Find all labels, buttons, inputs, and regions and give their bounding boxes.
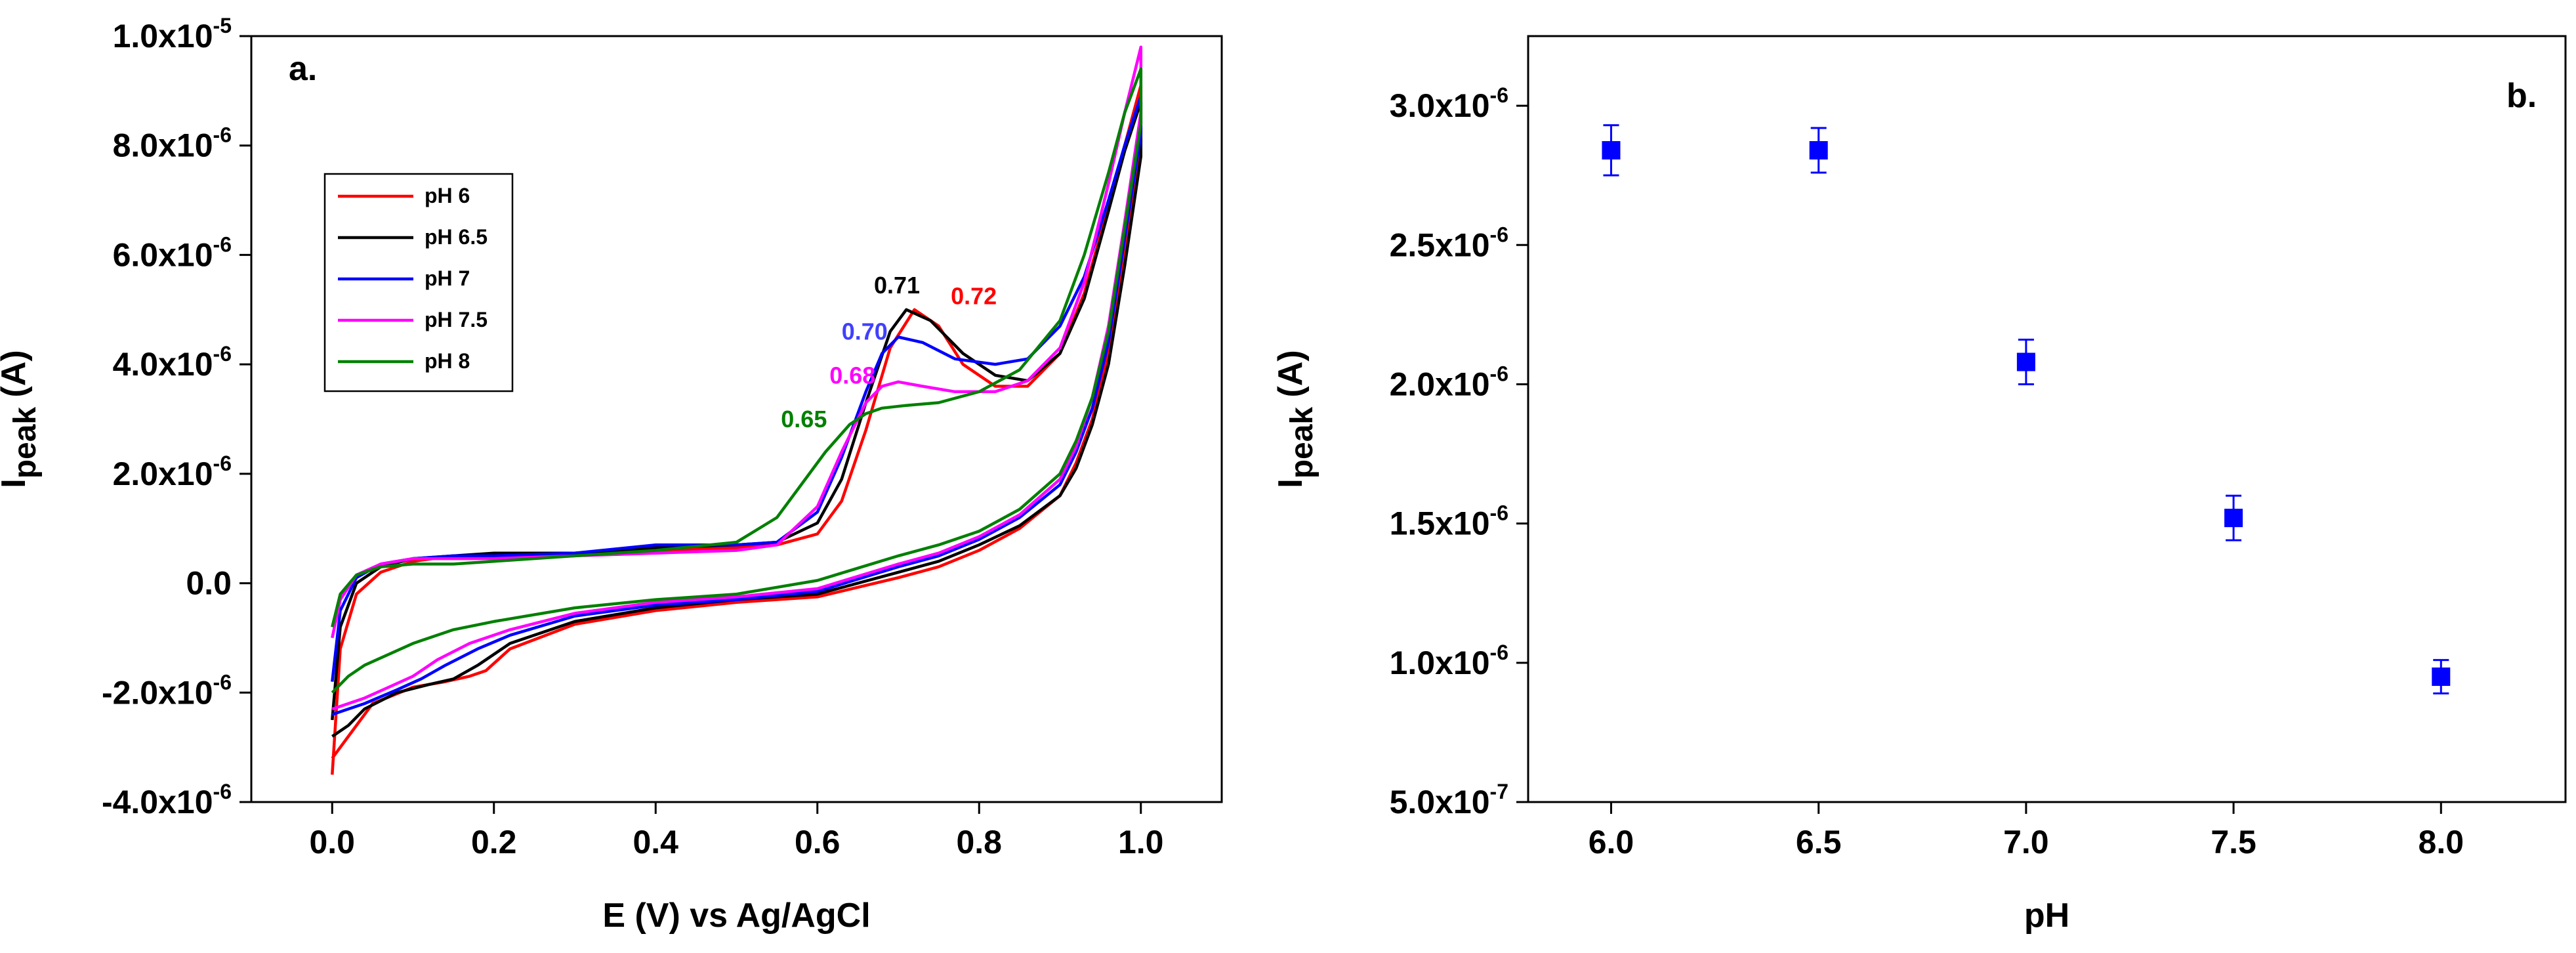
data-point-marker [1602, 140, 1621, 159]
y-tick-label: 1.0x10-5 [113, 14, 232, 54]
y-tick-mantissa: 2.0x10 [1390, 366, 1490, 402]
panel-b-ph-scatter-chart: 6.0 6.5 7.0 7.5 8.05.0x10-71.0x10-61.5x10-62… [1272, 35, 2567, 935]
y-tick-mantissa: 1.5x10 [1390, 505, 1490, 542]
plot-frame [250, 35, 1223, 803]
legend-box [323, 173, 514, 392]
data-point-marker [1809, 140, 1828, 159]
y-tick-exponent: -6 [213, 232, 232, 256]
y-tick-label: 6.0x10-6 [113, 232, 232, 273]
x-tick-label: 0.6 [795, 824, 841, 860]
y-tick-exponent: -6 [1490, 83, 1508, 107]
y-tick-label: 1.0x10-6 [1390, 641, 1508, 681]
peak-annotation: 0.72 [951, 282, 997, 309]
x-tick-label: 6.5 [1796, 824, 1842, 860]
y-tick-label: -4.0x10-6 [102, 780, 232, 820]
y-tick-label: 3.0x10-6 [1390, 83, 1508, 124]
legend-label: pH 7.5 [425, 308, 488, 331]
series-line-ph-7 [331, 95, 1143, 716]
y-axis-label-main: I [0, 478, 33, 488]
y-axis-label-unit: (A) [0, 350, 33, 407]
x-tick-label: 6.0 [1589, 824, 1634, 860]
x-tick-label: 8.0 [2419, 824, 2464, 860]
peak-annotation: 0.70 [842, 318, 888, 345]
data-point-marker [2016, 352, 2035, 371]
y-tick-exponent: -6 [213, 342, 232, 366]
y-tick-exponent: -6 [213, 670, 232, 694]
data-point-marker [2432, 667, 2451, 687]
series-line-ph-8 [331, 67, 1143, 694]
x-tick-label: 7.0 [2003, 824, 2049, 860]
y-tick-mantissa: 0.0 [186, 565, 232, 602]
y-tick-exponent: -7 [1490, 780, 1508, 803]
legend: pH 6 pH 6.5 pH 7 pH 7.5 pH 8 [323, 173, 514, 392]
y-tick-mantissa: 5.0x10 [1390, 784, 1490, 820]
y-tick-exponent: -6 [213, 780, 232, 803]
y-tick-mantissa: 2.0x10 [113, 455, 213, 492]
y-tick-mantissa: 8.0x10 [113, 127, 213, 164]
panel-label: b. [2506, 77, 2537, 115]
x-tick-label: 0.8 [956, 824, 1002, 860]
y-tick-exponent: -5 [213, 14, 232, 37]
y-tick-mantissa: 1.0x10 [1390, 645, 1490, 681]
y-tick-mantissa: 1.0x10 [113, 18, 213, 54]
y-tick-exponent: -6 [213, 123, 232, 147]
y-axis-label-subscript: peak [8, 407, 43, 479]
peak-annotation: 0.71 [874, 272, 920, 299]
y-tick-exponent: -6 [213, 452, 232, 475]
legend-label: pH 6 [425, 184, 470, 207]
y-tick-label: 2.0x10-6 [113, 452, 232, 492]
y-tick-label: -2.0x10-6 [102, 670, 232, 711]
series-line-ph-6_5 [331, 100, 1143, 738]
y-axis-label-main: I [1272, 478, 1310, 488]
x-tick-label: 1.0 [1118, 824, 1164, 860]
x-tick-label: 7.5 [2211, 824, 2256, 860]
x-axis-label: pH [2024, 897, 2069, 935]
y-tick-mantissa: -2.0x10 [102, 674, 213, 711]
data-point-marker [2224, 509, 2243, 528]
legend-label: pH 7 [425, 266, 470, 290]
y-axis-label-unit: (A) [1272, 350, 1310, 407]
y-tick-label: 8.0x10-6 [113, 123, 232, 164]
y-axis-label: Ipeak (A) [1272, 350, 1319, 488]
cv-curves [331, 45, 1143, 775]
y-tick-label: 4.0x10-6 [113, 342, 232, 383]
y-tick-label: 0.0 [186, 565, 232, 602]
plot-frame [1527, 35, 2567, 803]
y-tick-exponent: -6 [1490, 222, 1508, 246]
x-tick-label: 0.2 [471, 824, 517, 860]
legend-label: pH 8 [425, 349, 470, 373]
legend-label: pH 6.5 [425, 225, 488, 249]
y-tick-exponent: -6 [1490, 501, 1508, 525]
y-tick-label: 1.5x10-6 [1390, 501, 1508, 542]
x-tick-label: 0.4 [633, 824, 678, 860]
data-points [1602, 124, 2451, 694]
y-tick-exponent: -6 [1490, 362, 1508, 385]
panel-label: a. [289, 50, 317, 88]
y-tick-label: 5.0x10-7 [1390, 780, 1508, 820]
y-tick-mantissa: 2.5x10 [1390, 226, 1490, 263]
y-tick-mantissa: 6.0x10 [113, 236, 213, 273]
y-tick-mantissa: 3.0x10 [1390, 87, 1490, 124]
y-axis-label-subscript: peak [1285, 407, 1319, 479]
y-tick-label: 2.0x10-6 [1390, 362, 1508, 402]
x-tick-label: 0.0 [309, 824, 355, 860]
y-tick-exponent: -6 [1490, 641, 1508, 664]
y-tick-mantissa: -4.0x10 [102, 784, 213, 820]
y-tick-mantissa: 4.0x10 [113, 346, 213, 383]
x-axis-label: E (V) vs Ag/AgCl [602, 897, 870, 935]
peak-annotation: 0.68 [829, 362, 875, 389]
panel-a-cv-chart: 0.0 0.2 0.4 0.6 0.8 1.0-4.0x10-6-2.0x10-60.02… [0, 14, 1223, 935]
y-axis-label: Ipeak (A) [0, 350, 43, 488]
peak-annotation: 0.65 [781, 406, 827, 433]
y-tick-label: 2.5x10-6 [1390, 222, 1508, 263]
